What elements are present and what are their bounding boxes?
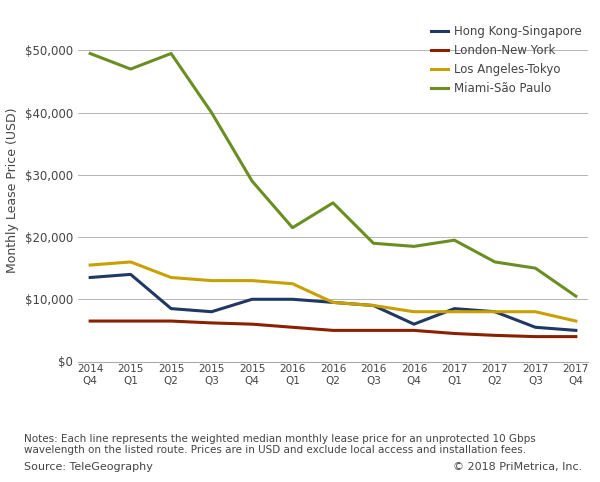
London-New York	[329, 327, 337, 333]
Line: London-New York: London-New York	[90, 321, 576, 336]
London-New York	[208, 320, 215, 326]
London-New York	[532, 334, 539, 339]
Los Angeles-Tokyo	[572, 318, 580, 324]
Los Angeles-Tokyo	[167, 275, 175, 281]
Hong Kong-Singapore	[167, 306, 175, 311]
Los Angeles-Tokyo	[491, 309, 499, 315]
Y-axis label: Monthly Lease Price (USD): Monthly Lease Price (USD)	[7, 107, 19, 273]
Los Angeles-Tokyo	[248, 278, 256, 283]
Hong Kong-Singapore	[289, 296, 296, 302]
London-New York	[491, 333, 499, 338]
Hong Kong-Singapore	[491, 309, 499, 315]
Legend: Hong Kong-Singapore, London-New York, Los Angeles-Tokyo, Miami-São Paulo: Hong Kong-Singapore, London-New York, Lo…	[431, 25, 582, 95]
Los Angeles-Tokyo	[451, 309, 458, 315]
London-New York	[86, 318, 94, 324]
Los Angeles-Tokyo	[329, 299, 337, 305]
London-New York	[572, 334, 580, 339]
Line: Los Angeles-Tokyo: Los Angeles-Tokyo	[90, 262, 576, 321]
Los Angeles-Tokyo	[410, 309, 418, 315]
London-New York	[127, 318, 134, 324]
Miami-São Paulo	[248, 178, 256, 184]
Miami-São Paulo	[289, 225, 296, 230]
Miami-São Paulo	[127, 66, 134, 72]
London-New York	[289, 324, 296, 330]
Text: Notes: Each line represents the weighted median monthly lease price for an unpro: Notes: Each line represents the weighted…	[24, 434, 536, 455]
Hong Kong-Singapore	[532, 324, 539, 330]
London-New York	[410, 327, 418, 333]
London-New York	[167, 318, 175, 324]
Hong Kong-Singapore	[410, 321, 418, 327]
Hong Kong-Singapore	[451, 306, 458, 311]
Hong Kong-Singapore	[248, 296, 256, 302]
London-New York	[370, 327, 377, 333]
London-New York	[248, 321, 256, 327]
Miami-São Paulo	[491, 259, 499, 265]
Miami-São Paulo	[451, 237, 458, 243]
Miami-São Paulo	[572, 293, 580, 299]
Los Angeles-Tokyo	[289, 281, 296, 287]
London-New York	[451, 331, 458, 336]
Hong Kong-Singapore	[370, 303, 377, 308]
Los Angeles-Tokyo	[86, 262, 94, 268]
Line: Miami-São Paulo: Miami-São Paulo	[90, 54, 576, 296]
Miami-São Paulo	[410, 243, 418, 249]
Los Angeles-Tokyo	[127, 259, 134, 265]
Hong Kong-Singapore	[329, 299, 337, 305]
Los Angeles-Tokyo	[532, 309, 539, 315]
Hong Kong-Singapore	[208, 309, 215, 315]
Miami-São Paulo	[370, 241, 377, 246]
Miami-São Paulo	[167, 51, 175, 56]
Text: © 2018 PriMetrica, Inc.: © 2018 PriMetrica, Inc.	[453, 462, 582, 472]
Miami-São Paulo	[208, 110, 215, 116]
Los Angeles-Tokyo	[208, 278, 215, 283]
Miami-São Paulo	[86, 51, 94, 56]
Hong Kong-Singapore	[572, 327, 580, 333]
Miami-São Paulo	[532, 265, 539, 271]
Line: Hong Kong-Singapore: Hong Kong-Singapore	[90, 274, 576, 330]
Hong Kong-Singapore	[86, 275, 94, 281]
Hong Kong-Singapore	[127, 271, 134, 277]
Text: Source: TeleGeography: Source: TeleGeography	[24, 462, 153, 472]
Los Angeles-Tokyo	[370, 303, 377, 308]
Miami-São Paulo	[329, 200, 337, 206]
